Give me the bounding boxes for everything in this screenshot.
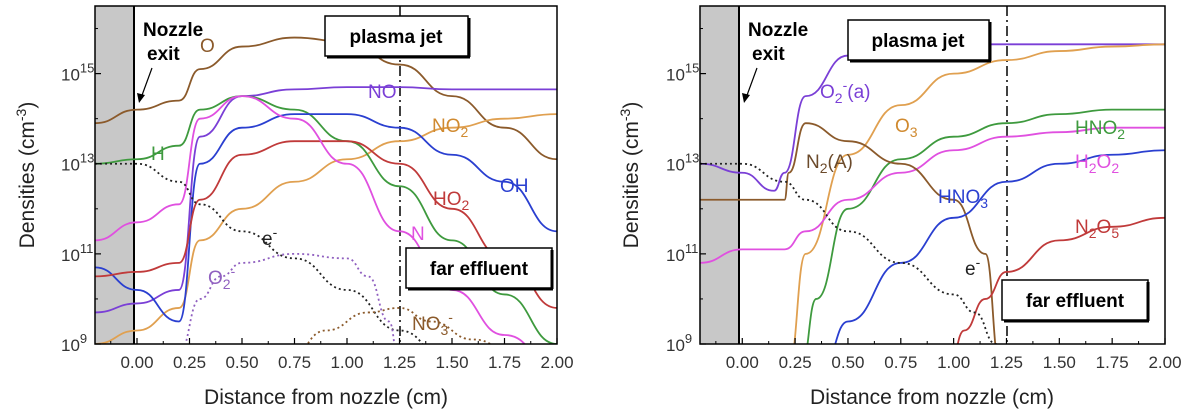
series-line-OH [95, 113, 557, 323]
right-y-axis-label: Densities (cm-3) [617, 102, 643, 249]
series-line-HNO2 [806, 108, 1165, 344]
series-line-N2O5 [956, 216, 1165, 344]
x-tick-label: 0.25 [173, 353, 206, 372]
series-line-NO [95, 86, 557, 314]
label-HNO2: HNO2 [1075, 118, 1125, 142]
y-tick-label: 1011 [61, 241, 93, 265]
right-nozzle-region-shade [700, 6, 739, 344]
series-line-N2_A_ [700, 122, 997, 344]
right-panel: 0.00 0.25 0.50 0.75 1.00 1.25 1.50 1.75 2.00 109 1… [617, 5, 1182, 409]
left-nozzle-label-2: exit [147, 44, 180, 65]
label-HNO3: HNO3 [938, 187, 988, 211]
x-tick-label: 1.50 [435, 353, 468, 372]
label-O: O [200, 36, 215, 57]
series-line-NO2 [95, 113, 557, 344]
x-tick-label: 2.00 [1148, 353, 1181, 372]
label-OH: OH [500, 176, 529, 197]
x-tick-label: 0.00 [726, 353, 759, 372]
series-line-O2_ [184, 252, 396, 344]
series-line-H2O2 [700, 126, 1165, 264]
x-tick-label: 0.75 [884, 353, 917, 372]
right-nozzle-arrow [745, 67, 758, 99]
x-tick-label: 1.00 [937, 353, 970, 372]
series-line-H [95, 95, 557, 344]
y-tick-label: 1011 [666, 241, 698, 265]
label-NO2: NO2 [432, 116, 469, 140]
left-nozzle-arrow [140, 67, 153, 99]
x-tick-label: 0.25 [779, 353, 812, 372]
right-far-effluent-box [1001, 279, 1149, 321]
y-tick-label: 1015 [666, 61, 699, 85]
series-line-e_ [700, 162, 998, 344]
label-e-right: e- [965, 254, 981, 280]
y-tick-label: 1013 [61, 151, 94, 175]
x-tick-label: 1.75 [488, 353, 521, 372]
label-N2O5: N2O5 [1075, 217, 1119, 241]
label-N2A: N2(A) [806, 152, 853, 176]
left-x-axis-label: Distance from nozzle (cm) [204, 386, 448, 409]
left-ticks: 0.00 0.25 0.50 0.75 1.00 1.25 1.50 1.75 2.00 109 1… [61, 28, 574, 372]
left-nozzle-label-1: Nozzle [143, 20, 203, 41]
y-tick-label: 1013 [666, 151, 699, 175]
label-N: N [411, 224, 425, 245]
left-nozzle-arrowhead [137, 93, 145, 103]
x-tick-label: 1.25 [990, 353, 1023, 372]
right-nozzle-label-1: Nozzle [748, 20, 808, 41]
x-tick-label: 1.75 [1096, 353, 1129, 372]
y-tick-label: 109 [666, 331, 692, 355]
x-tick-label: 1.00 [330, 353, 363, 372]
x-tick-label: 0.00 [120, 353, 153, 372]
right-plot-frame [699, 5, 1166, 345]
y-tick-label: 109 [61, 331, 87, 355]
label-H2O2: H2O2 [1075, 152, 1119, 176]
y-tick-label: 1015 [61, 61, 94, 85]
series-line-e_ [95, 162, 424, 344]
left-y-axis-label: Densities (cm-3) [13, 102, 39, 249]
series-line-O [95, 36, 557, 161]
left-far-effluent-label: far effluent [430, 259, 529, 280]
x-tick-label: 0.50 [225, 353, 258, 372]
label-HO2: HO2 [433, 189, 470, 213]
x-tick-label: 1.25 [383, 353, 416, 372]
label-O3: O3 [895, 116, 918, 140]
series-line-N [95, 95, 526, 344]
series-line-HO2 [95, 140, 557, 309]
label-e-left: e- [262, 224, 278, 250]
nozzle-region-shade [95, 6, 134, 344]
label-NO: NO [368, 82, 397, 103]
right-ticks: 0.00 0.25 0.50 0.75 1.00 1.25 1.50 1.75 2.00 109 1… [666, 28, 1182, 372]
right-plasma-jet-label: plasma jet [872, 31, 966, 52]
right-far-effluent-label: far effluent [1026, 291, 1125, 312]
right-nozzle-label-2: exit [752, 44, 785, 65]
x-tick-label: 0.50 [831, 353, 864, 372]
left-panel: 0.00 0.25 0.50 0.75 1.00 1.25 1.50 1.75 2.00 109 1… [13, 5, 574, 409]
right-plasma-jet-box [847, 19, 990, 61]
label-O2-minus: O2- [208, 263, 236, 292]
left-series-group [95, 36, 557, 344]
label-H: H [151, 144, 165, 165]
x-tick-label: 0.75 [278, 353, 311, 372]
x-tick-label: 1.50 [1043, 353, 1076, 372]
x-tick-label: 2.00 [540, 353, 573, 372]
label-O2a: O2-(a) [820, 77, 870, 106]
right-nozzle-arrowhead [742, 93, 750, 103]
label-NO3-minus: NO3- [412, 309, 453, 338]
series-line-O3 [793, 43, 1165, 344]
series-line-HNO3 [834, 149, 1165, 344]
left-plasma-jet-label: plasma jet [350, 27, 444, 48]
left-plot-frame [94, 5, 558, 345]
right-x-axis-label: Distance from nozzle (cm) [810, 386, 1054, 409]
